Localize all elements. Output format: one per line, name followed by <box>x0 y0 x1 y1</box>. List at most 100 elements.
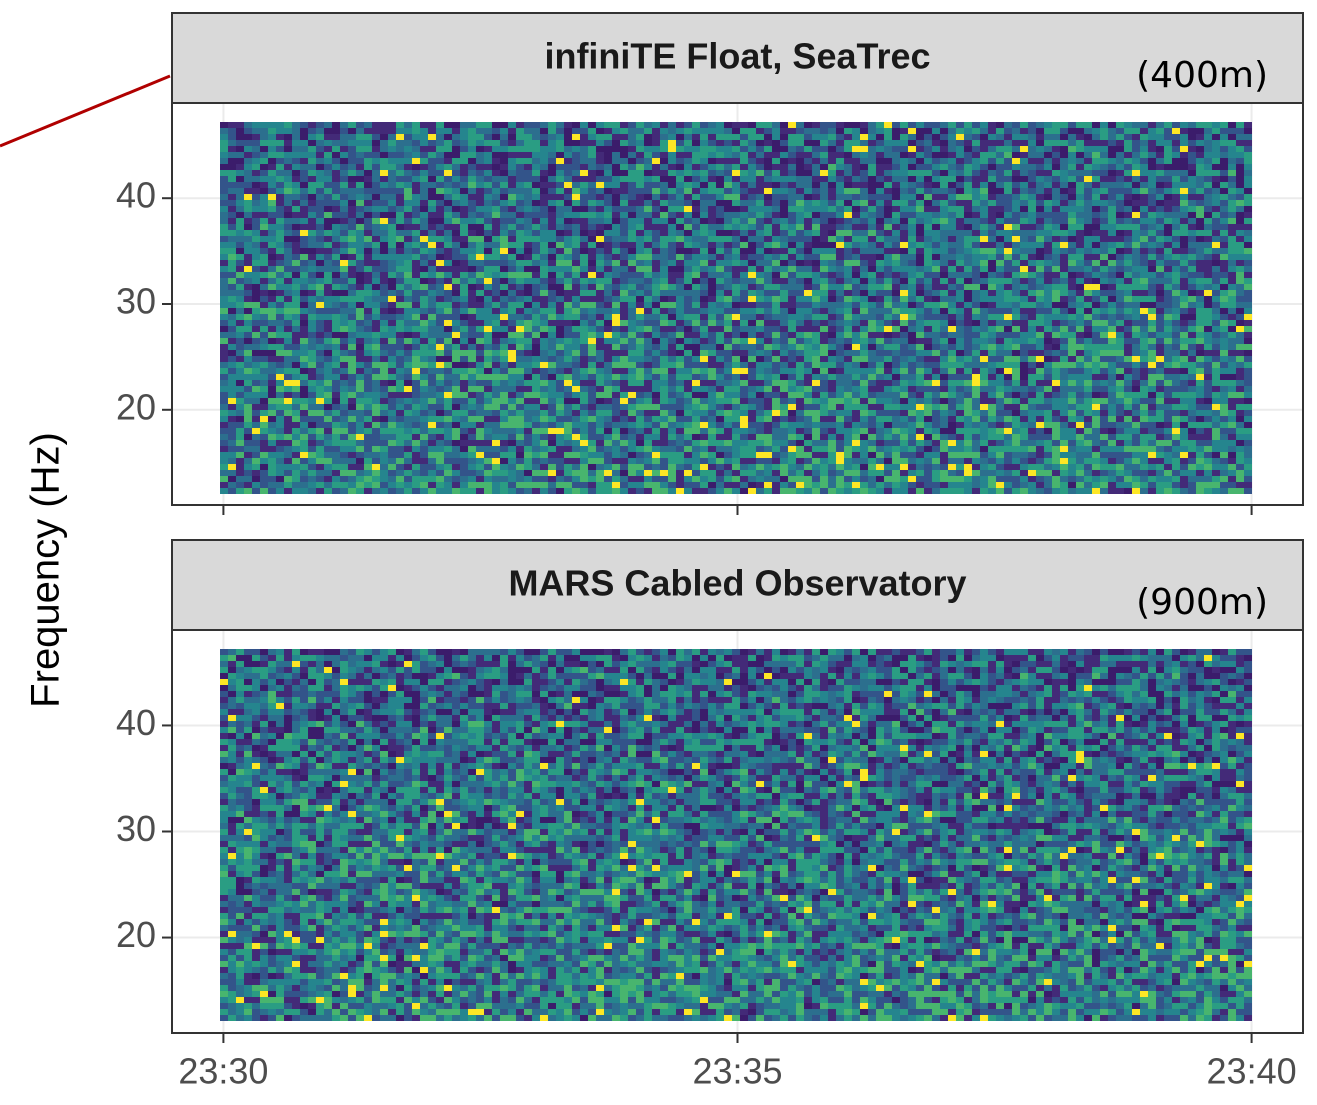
texture-cell <box>588 128 596 134</box>
texture-cell <box>1196 236 1204 242</box>
texture-cell <box>1180 230 1188 236</box>
texture-cell <box>1028 182 1036 188</box>
texture-cell <box>436 122 444 128</box>
texture-cell <box>1204 140 1212 146</box>
texture-cell <box>1228 278 1236 284</box>
texture-cell <box>1020 200 1028 206</box>
texture-cell <box>276 176 284 182</box>
texture-cell <box>468 146 476 152</box>
texture-cell <box>268 188 276 194</box>
texture-cell <box>420 128 428 134</box>
texture-cell <box>388 308 396 314</box>
texture-cell <box>1060 272 1068 278</box>
texture-cell <box>404 350 412 356</box>
texture-cell <box>500 350 508 356</box>
texture-cell <box>436 224 444 230</box>
texture-cell <box>828 332 836 338</box>
texture-cell <box>588 296 596 302</box>
texture-cell <box>260 152 268 158</box>
texture-cell <box>652 320 660 326</box>
texture-cell <box>1052 224 1060 230</box>
texture-cell <box>988 158 996 164</box>
texture-cell <box>636 158 644 164</box>
texture-cell <box>1116 212 1124 218</box>
texture-cell <box>860 236 868 242</box>
texture-cell <box>324 158 332 164</box>
texture-cell <box>372 302 380 308</box>
texture-cell <box>732 260 740 266</box>
texture-cell <box>476 230 484 236</box>
texture-cell <box>700 122 708 128</box>
texture-cell <box>500 146 508 152</box>
texture-cell <box>292 296 300 302</box>
texture-cell <box>308 248 316 254</box>
texture-cell <box>300 134 308 140</box>
texture-cell <box>500 236 508 242</box>
texture-cell <box>932 278 940 284</box>
texture-cell <box>828 212 836 218</box>
texture-cell <box>780 200 788 206</box>
texture-cell <box>1140 122 1148 128</box>
texture-cell <box>836 206 844 212</box>
texture-cell <box>972 296 980 302</box>
texture-cell <box>844 230 852 236</box>
texture-cell <box>884 200 892 206</box>
texture-cell <box>1092 134 1100 140</box>
texture-cell <box>460 122 468 128</box>
texture-cell <box>684 188 692 194</box>
texture-cell <box>348 128 356 134</box>
texture-cell <box>436 254 444 260</box>
texture-cell <box>1020 344 1028 350</box>
texture-cell <box>412 206 420 212</box>
texture-cell <box>716 284 724 290</box>
texture-cell <box>1220 224 1228 230</box>
texture-cell <box>1148 164 1156 170</box>
texture-cell <box>308 146 316 152</box>
texture-cell <box>300 308 308 314</box>
texture-cell <box>644 170 652 176</box>
texture-cell <box>924 266 932 272</box>
texture-cell <box>764 206 772 212</box>
texture-cell <box>260 320 268 326</box>
texture-cell <box>1140 314 1148 320</box>
texture-cell <box>252 176 260 182</box>
texture-cell <box>1068 338 1076 344</box>
texture-cell <box>804 272 812 278</box>
texture-cell <box>852 164 860 170</box>
texture-cell <box>228 182 236 188</box>
texture-cell <box>252 122 260 128</box>
texture-cell <box>844 320 852 326</box>
texture-cell <box>796 284 804 290</box>
texture-cell <box>1244 296 1252 302</box>
texture-cell <box>1212 224 1220 230</box>
texture-cell <box>876 128 884 134</box>
texture-cell <box>396 164 404 170</box>
texture-cell <box>812 314 820 320</box>
texture-cell <box>1132 344 1140 350</box>
texture-cell <box>508 278 516 284</box>
texture-cell <box>684 194 692 200</box>
texture-cell <box>908 242 916 248</box>
texture-cell <box>940 260 948 266</box>
texture-cell <box>1196 134 1204 140</box>
texture-cell <box>860 260 868 266</box>
texture-cell <box>356 236 364 242</box>
texture-cell <box>996 326 1004 332</box>
texture-cell <box>884 176 892 182</box>
texture-cell <box>1204 308 1212 314</box>
texture-cell <box>356 170 364 176</box>
texture-cell <box>388 272 396 278</box>
texture-cell <box>508 206 516 212</box>
texture-cell <box>220 134 228 140</box>
texture-cell <box>364 164 372 170</box>
texture-cell <box>844 332 852 338</box>
texture-cell <box>380 338 388 344</box>
texture-cell <box>556 152 564 158</box>
texture-cell <box>772 128 780 134</box>
texture-cell <box>1244 284 1252 290</box>
texture-cell <box>516 338 524 344</box>
texture-cell <box>740 188 748 194</box>
texture-cell <box>892 314 900 320</box>
texture-cell <box>588 134 596 140</box>
texture-cell <box>828 164 836 170</box>
